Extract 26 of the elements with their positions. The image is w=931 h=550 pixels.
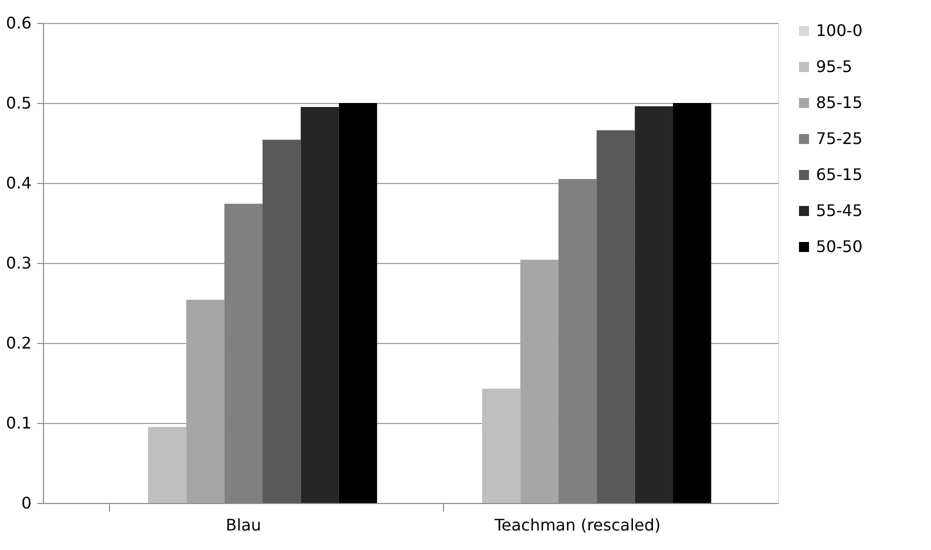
y-tick-label: 0.4 [6,174,32,192]
legend-label: 75-25 [816,129,862,148]
y-tick-label: 0.1 [6,414,32,432]
bar [634,106,673,503]
legend-label: 100-0 [816,21,862,40]
y-tick-label: 0.6 [6,14,32,32]
bar [262,140,301,503]
bar [520,260,558,503]
bar [300,107,339,503]
legend-label: 85-15 [816,93,862,112]
y-tick-label: 0.2 [6,334,32,352]
legend-label: 95-5 [816,57,852,76]
x-tick-label: Teachman (rescaled) [493,516,661,534]
bar [673,103,712,503]
legend-label: 50-50 [816,237,862,256]
legend-label: 65-15 [816,165,862,184]
x-tick-label: Blau [226,516,262,534]
y-tick-label: 0 [21,494,32,512]
bar [148,427,186,503]
bar [482,388,520,503]
legend-label: 55-45 [816,201,862,220]
bar [338,103,378,503]
bar [596,130,635,503]
bar [186,300,224,503]
y-tick-label: 0.5 [6,94,32,112]
y-tick-label: 0.3 [6,254,32,272]
